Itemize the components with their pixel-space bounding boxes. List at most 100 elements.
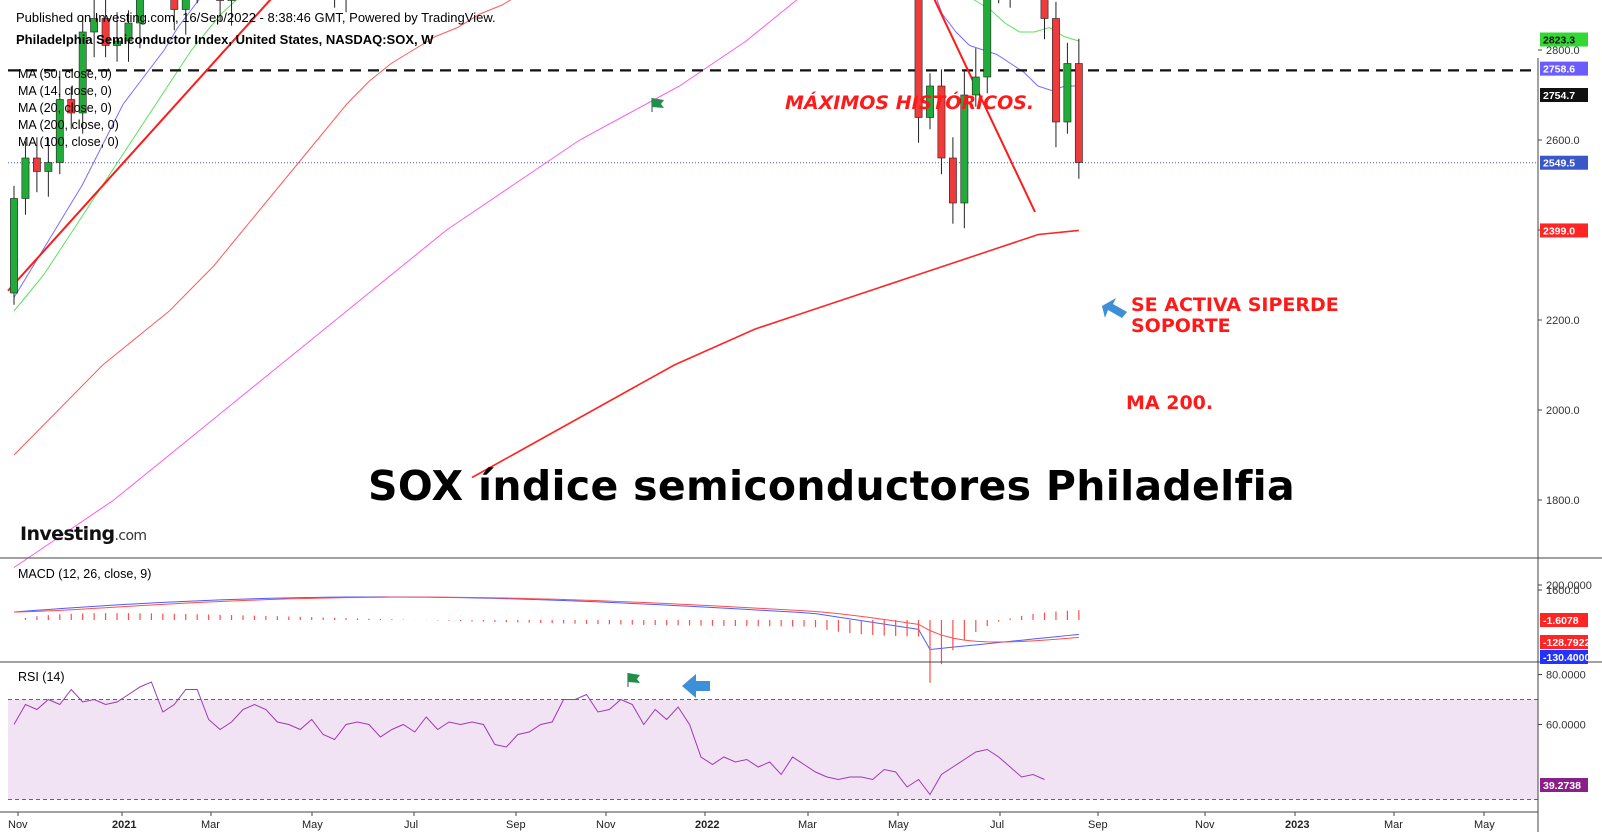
- macd-label-histogram: -1.6078: [1543, 615, 1579, 627]
- macd-label[interactable]: MACD (12, 26, close, 9): [18, 567, 152, 581]
- time-tick-label: Sep: [1088, 819, 1108, 831]
- price-tick-label: 1600.0: [1546, 585, 1580, 597]
- price-tick-label: 2000.0: [1546, 405, 1580, 417]
- ma-line-ma100: [13, 0, 798, 568]
- rsi-arrow-icon: [682, 674, 710, 698]
- ma-line-ma20: [13, 0, 1079, 312]
- time-tick-label: Nov: [596, 819, 616, 831]
- horizontal-levels: [8, 69, 1538, 164]
- candle-body: [1052, 18, 1060, 123]
- candle-body: [113, 40, 121, 46]
- legend-item-ma100[interactable]: MA (100, close, 0): [18, 135, 119, 149]
- legend-item-ma50[interactable]: MA (50, close, 0): [18, 67, 112, 81]
- macd-label-macd: -130.4000: [1543, 652, 1590, 664]
- trend-lines: [7, 0, 1036, 292]
- price-label-ma14-bg: [1540, 61, 1588, 76]
- decorations: 3934.53547.23226.03143.83144.12823.32758…: [627, 32, 1590, 792]
- candle-body: [32, 157, 41, 172]
- instrument-title: Philadelphia Semiconductor Index, United…: [16, 32, 434, 47]
- time-tick-label: 2022: [695, 819, 719, 831]
- candle-body: [55, 99, 64, 163]
- candle-body: [44, 162, 53, 172]
- time-tick-label: 2021: [112, 819, 136, 831]
- price-tick-label: 2600.0: [1546, 135, 1580, 147]
- macd-label-signal-bg: [1540, 635, 1588, 649]
- rsi-line: [13, 681, 1045, 796]
- annotation-all-time-high: MÁXIMOS HISTÓRICOS.: [785, 92, 1035, 114]
- published-note: Published on Investing.com, 16/Sep/2022 …: [16, 10, 496, 25]
- price-label-ma14: 2758.6: [1543, 64, 1575, 76]
- time-tick-label: Nov: [1195, 819, 1215, 831]
- macd-tick-label: 200.0000: [1546, 580, 1592, 592]
- time-tick-label: May: [888, 819, 909, 831]
- price-label-last: 2549.5: [1543, 158, 1575, 170]
- macd-line: [13, 596, 1079, 651]
- candle-body: [90, 18, 99, 33]
- price-label-level-4-bg: [1540, 88, 1588, 102]
- rsi-tick-label: 60.0000: [1546, 720, 1586, 732]
- candle-body: [136, 0, 144, 24]
- investing-logo: Investing.com: [20, 523, 148, 545]
- legend-item-ma20[interactable]: MA (20, close, 0): [18, 101, 112, 115]
- rsi-label[interactable]: RSI (14): [18, 670, 65, 684]
- macd-label-macd-bg: [1540, 650, 1588, 664]
- time-tick-label: May: [302, 819, 323, 831]
- macd-pane: 200.0000: [13, 580, 1592, 683]
- rsi-label-last-bg: [1540, 778, 1588, 792]
- legend-item-ma200[interactable]: MA (200, close, 0): [18, 118, 119, 132]
- rsi-band: [8, 699, 1538, 800]
- candle-body: [67, 99, 76, 114]
- rsi-flag-icon: [628, 673, 640, 683]
- candle-body: [983, 0, 992, 78]
- annotation-support: SE ACTIVA SIPERDE SOPORTE: [1131, 295, 1339, 337]
- price-label-ma200: 2399.0: [1543, 225, 1575, 237]
- candle-body: [914, 0, 923, 118]
- support-arrow-icon: [1102, 298, 1127, 318]
- ma-line-ma14: [13, 0, 1079, 298]
- time-tick-label: Nov: [8, 819, 28, 831]
- candle-body: [1040, 0, 1049, 19]
- price-tick-label: 2200.0: [1546, 315, 1580, 327]
- candle-body: [948, 157, 957, 204]
- candle-body: [926, 85, 934, 118]
- price-label-ma20: 2823.3: [1543, 35, 1575, 47]
- annotation-support-line1: SE ACTIVA SIPERDE: [1131, 294, 1339, 316]
- ma-line-ma50: [13, 0, 512, 456]
- rsi-label-last: 39.2738: [1543, 780, 1581, 792]
- rsi-tick-label: 80.0000: [1546, 670, 1586, 682]
- candle-body: [1074, 63, 1083, 163]
- annotation-ma200: MA 200.: [1126, 392, 1214, 414]
- downtrend-line: [933, 0, 1036, 213]
- candle-body: [78, 31, 87, 114]
- time-tick-label: Sep: [506, 819, 526, 831]
- candle-body: [170, 0, 179, 10]
- time-tick-label: May: [1474, 819, 1495, 831]
- candle-body: [216, 0, 224, 1]
- time-tick-label: Mar: [201, 819, 220, 831]
- big-title: SOX índice semiconductores Philadelfia: [368, 462, 1295, 510]
- time-tick-label: Jul: [990, 819, 1004, 831]
- ma-line-ma200: [471, 229, 1079, 479]
- moving-averages: [13, 0, 1079, 568]
- time-tick-label: Mar: [1384, 819, 1403, 831]
- logo-suffix: .com: [114, 528, 148, 544]
- candle-body: [101, 18, 110, 46]
- candle-body: [960, 94, 969, 204]
- uptrend-line: [7, 0, 272, 292]
- candle-body: [971, 76, 980, 96]
- time-tick-label: Jul: [404, 819, 418, 831]
- price-tick-label: 1800.0: [1546, 495, 1580, 507]
- candles: [10, 0, 1083, 305]
- signal-line: [13, 596, 1079, 643]
- ath-flag-icon: [652, 98, 664, 108]
- legend-item-ma14[interactable]: MA (14, close, 0): [18, 84, 112, 98]
- time-tick-label: Mar: [798, 819, 817, 831]
- annotation-support-line2: SOPORTE: [1131, 315, 1231, 337]
- price-label-ma200-bg: [1540, 223, 1588, 238]
- time-tick-label: 2023: [1285, 819, 1309, 831]
- candle-body: [124, 22, 133, 42]
- candle-body: [227, 0, 236, 1]
- candle-body: [21, 157, 30, 199]
